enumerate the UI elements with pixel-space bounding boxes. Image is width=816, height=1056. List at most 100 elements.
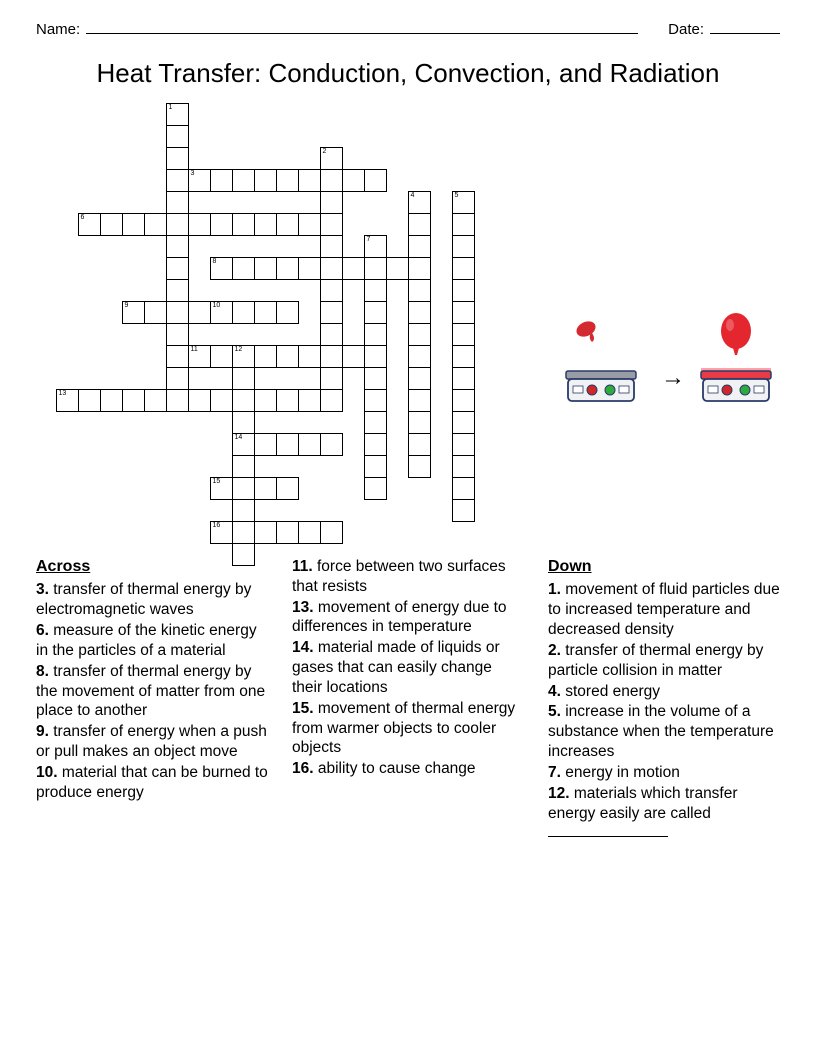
crossword-cell[interactable]	[364, 433, 387, 456]
crossword-cell[interactable]: 11	[188, 345, 211, 368]
crossword-cell[interactable]	[298, 169, 321, 192]
crossword-cell[interactable]	[210, 169, 233, 192]
crossword-cell[interactable]	[166, 257, 189, 280]
crossword-cell[interactable]	[320, 389, 343, 412]
crossword-cell[interactable]	[452, 301, 475, 324]
crossword-cell[interactable]	[100, 389, 123, 412]
crossword-cell[interactable]	[188, 301, 211, 324]
crossword-cell[interactable]: 3	[188, 169, 211, 192]
crossword-cell[interactable]	[408, 389, 431, 412]
date-blank[interactable]	[710, 20, 780, 34]
crossword-cell[interactable]	[232, 301, 255, 324]
crossword-cell[interactable]	[452, 433, 475, 456]
crossword-cell[interactable]	[342, 169, 365, 192]
crossword-cell[interactable]	[408, 411, 431, 434]
crossword-cell[interactable]	[210, 345, 233, 368]
name-blank[interactable]	[86, 20, 638, 34]
crossword-cell[interactable]	[452, 279, 475, 302]
crossword-cell[interactable]: 14	[232, 433, 255, 456]
crossword-cell[interactable]: 2	[320, 147, 343, 170]
crossword-cell[interactable]	[364, 279, 387, 302]
crossword-cell[interactable]	[122, 389, 145, 412]
crossword-cell[interactable]	[364, 389, 387, 412]
crossword-cell[interactable]	[320, 367, 343, 390]
crossword-cell[interactable]	[166, 169, 189, 192]
crossword-cell[interactable]	[364, 455, 387, 478]
crossword-cell[interactable]	[320, 169, 343, 192]
crossword-cell[interactable]: 6	[78, 213, 101, 236]
crossword-cell[interactable]	[166, 147, 189, 170]
crossword-cell[interactable]	[210, 213, 233, 236]
crossword-cell[interactable]	[320, 257, 343, 280]
crossword-cell[interactable]	[232, 367, 255, 390]
crossword-cell[interactable]	[408, 455, 431, 478]
crossword-cell[interactable]	[144, 389, 167, 412]
crossword-cell[interactable]	[408, 301, 431, 324]
crossword-cell[interactable]	[100, 213, 123, 236]
crossword-cell[interactable]	[254, 257, 277, 280]
crossword-cell[interactable]	[452, 345, 475, 368]
crossword-cell[interactable]: 1	[166, 103, 189, 126]
crossword-cell[interactable]	[276, 345, 299, 368]
crossword-cell[interactable]	[452, 411, 475, 434]
crossword-cell[interactable]	[276, 257, 299, 280]
crossword-cell[interactable]	[408, 345, 431, 368]
crossword-cell[interactable]	[364, 169, 387, 192]
crossword-cell[interactable]: 15	[210, 477, 233, 500]
crossword-cell[interactable]	[166, 213, 189, 236]
crossword-cell[interactable]	[320, 235, 343, 258]
crossword-cell[interactable]	[320, 213, 343, 236]
crossword-cell[interactable]	[408, 257, 431, 280]
crossword-cell[interactable]	[144, 301, 167, 324]
crossword-cell[interactable]	[320, 433, 343, 456]
crossword-cell[interactable]	[166, 235, 189, 258]
crossword-cell[interactable]	[452, 367, 475, 390]
crossword-cell[interactable]	[254, 213, 277, 236]
crossword-cell[interactable]	[232, 521, 255, 544]
crossword-cell[interactable]	[408, 433, 431, 456]
crossword-cell[interactable]: 16	[210, 521, 233, 544]
crossword-cell[interactable]: 12	[232, 345, 255, 368]
crossword-cell[interactable]	[320, 191, 343, 214]
crossword-cell[interactable]	[320, 279, 343, 302]
crossword-cell[interactable]	[254, 477, 277, 500]
crossword-cell[interactable]	[276, 477, 299, 500]
crossword-cell[interactable]	[166, 389, 189, 412]
crossword-cell[interactable]	[166, 301, 189, 324]
crossword-cell[interactable]	[408, 213, 431, 236]
crossword-cell[interactable]	[342, 257, 365, 280]
crossword-cell[interactable]	[276, 389, 299, 412]
crossword-cell[interactable]	[408, 279, 431, 302]
crossword-cell[interactable]	[364, 257, 387, 280]
crossword-cell[interactable]	[452, 323, 475, 346]
crossword-cell[interactable]	[320, 345, 343, 368]
crossword-cell[interactable]	[452, 257, 475, 280]
crossword-cell[interactable]	[408, 235, 431, 258]
crossword-cell[interactable]	[364, 411, 387, 434]
crossword-cell[interactable]	[298, 389, 321, 412]
crossword-cell[interactable]	[232, 543, 255, 566]
crossword-cell[interactable]: 5	[452, 191, 475, 214]
crossword-cell[interactable]	[144, 213, 167, 236]
crossword-cell[interactable]	[452, 389, 475, 412]
crossword-cell[interactable]	[232, 499, 255, 522]
crossword-cell[interactable]: 7	[364, 235, 387, 258]
crossword-cell[interactable]	[364, 323, 387, 346]
crossword-cell[interactable]	[364, 367, 387, 390]
crossword-cell[interactable]: 4	[408, 191, 431, 214]
crossword-cell[interactable]	[254, 433, 277, 456]
crossword-cell[interactable]	[342, 345, 365, 368]
crossword-cell[interactable]	[276, 521, 299, 544]
crossword-cell[interactable]: 10	[210, 301, 233, 324]
crossword-cell[interactable]	[320, 521, 343, 544]
crossword-cell[interactable]	[232, 411, 255, 434]
crossword-cell[interactable]	[364, 477, 387, 500]
crossword-cell[interactable]	[210, 389, 233, 412]
crossword-cell[interactable]	[232, 455, 255, 478]
crossword-cell[interactable]	[452, 235, 475, 258]
crossword-cell[interactable]	[386, 257, 409, 280]
crossword-cell[interactable]	[166, 345, 189, 368]
crossword-cell[interactable]	[408, 367, 431, 390]
crossword-cell[interactable]	[320, 323, 343, 346]
crossword-cell[interactable]	[254, 345, 277, 368]
